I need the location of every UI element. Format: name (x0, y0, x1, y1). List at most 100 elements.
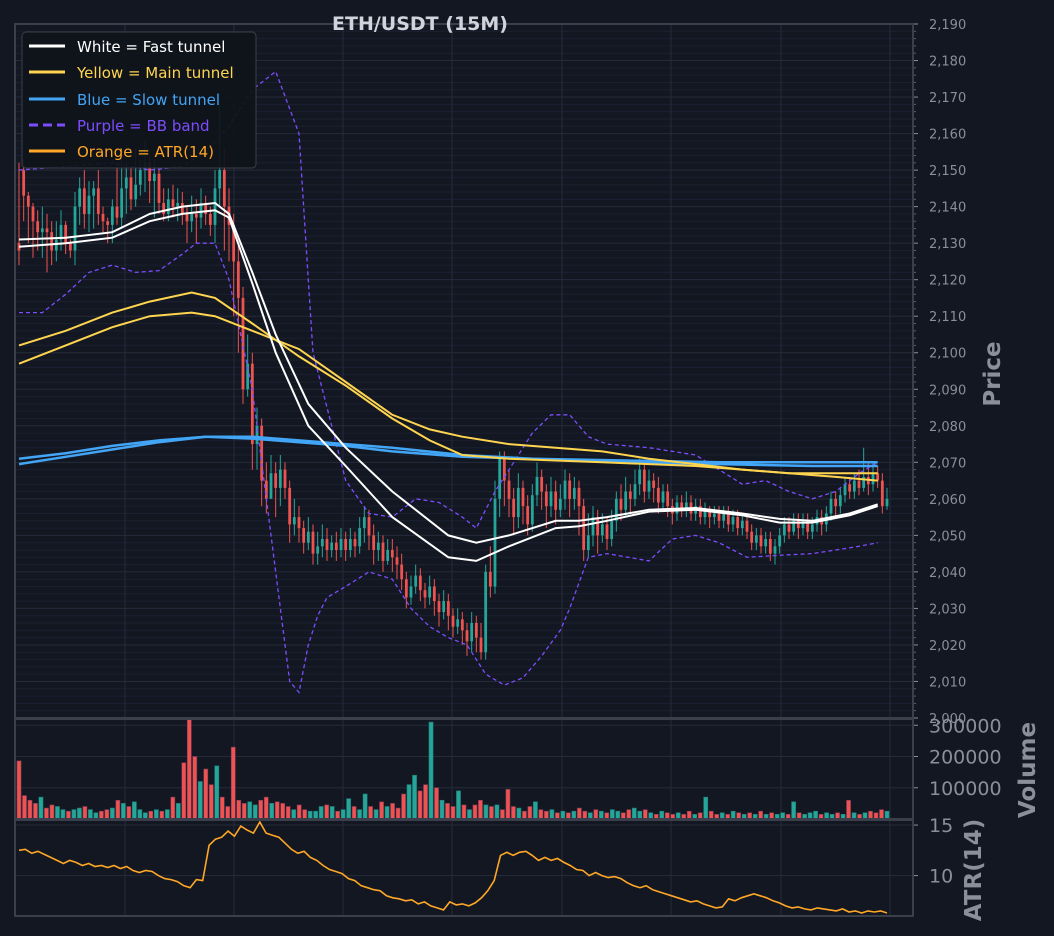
candle-body (857, 480, 861, 488)
candle-body (838, 495, 842, 507)
price-tick-label: 2,130 (929, 237, 966, 252)
candle-body (157, 173, 161, 203)
candle-body (302, 528, 306, 543)
volume-bar (159, 810, 165, 820)
candle-body (101, 213, 105, 222)
candle-body (684, 502, 688, 510)
price-tick-label: 2,090 (929, 383, 966, 398)
candle-body (582, 506, 586, 550)
candle-body (409, 586, 413, 598)
candle-body (250, 363, 254, 445)
volume-bar (346, 798, 351, 820)
price-tick-label: 2,110 (929, 310, 966, 325)
candle-body (432, 586, 436, 602)
volume-tick-label: 300000 (929, 715, 1002, 737)
candle-body (880, 480, 884, 507)
candle-body (488, 571, 492, 587)
candle-body (31, 206, 35, 222)
volume-bar (703, 796, 709, 820)
candle-body (255, 425, 259, 445)
volume-bar (758, 810, 763, 820)
price-tick-label: 2,100 (929, 347, 966, 362)
candle-body (362, 517, 366, 529)
candle-body (605, 524, 609, 540)
candle-body (395, 557, 399, 565)
candle-body (390, 549, 394, 558)
candle-body (36, 221, 40, 233)
legend-entry-bb: Purple = BB band (29, 117, 210, 135)
candle-body (703, 509, 707, 518)
candle-body (325, 539, 329, 550)
candle-body (50, 232, 54, 251)
candle-body (264, 480, 268, 499)
candle-body (614, 498, 618, 521)
volume-bar (434, 787, 439, 820)
candle-body (152, 173, 156, 182)
candle-body (418, 575, 422, 591)
candle-body (778, 535, 782, 547)
candle-body (502, 458, 506, 481)
candle-body (624, 491, 628, 510)
candle-body (162, 202, 166, 214)
volume-bar (192, 756, 198, 820)
candle-body (297, 517, 301, 529)
volume-bar (582, 810, 588, 820)
candle-body (87, 195, 91, 214)
axis-layer: 2,000 2,010 2,020 2,030 2,040 2,050 2,060 2,070… (913, 18, 1002, 888)
volume-bar (22, 795, 27, 820)
candle-body (787, 524, 791, 532)
volume-bar (401, 793, 406, 820)
candle-body (166, 199, 170, 214)
candle-body (17, 243, 21, 251)
candle-body (353, 539, 357, 547)
candle-body (843, 484, 847, 496)
candle-body (451, 615, 455, 627)
volume-bar (82, 806, 88, 820)
volume-bar (384, 806, 390, 820)
candle-body (73, 206, 77, 251)
volume-bar (269, 803, 275, 820)
candle-body (535, 476, 539, 496)
candle-body (577, 487, 581, 507)
candle-body (493, 498, 497, 587)
volume-bar (132, 801, 137, 820)
volume-bar (302, 809, 308, 820)
volume-bar (730, 810, 736, 820)
volume-bar (16, 760, 22, 820)
candle-body (330, 542, 334, 550)
candle-body (470, 623, 474, 642)
candle-body (213, 188, 217, 225)
price-tick-label: 2,030 (929, 602, 966, 617)
volume-bar (538, 809, 544, 820)
candle-body (92, 188, 96, 196)
volume-bar (461, 804, 467, 820)
price-axis-label: Price (980, 341, 1006, 406)
candle-body (124, 177, 128, 189)
candle-body (512, 498, 516, 518)
candle-body (138, 170, 142, 185)
volume-bar (247, 801, 253, 820)
price-tick-label: 2,120 (929, 274, 966, 289)
candle-body (610, 520, 614, 540)
price-tick-label: 2,010 (929, 675, 966, 690)
candle-body (260, 425, 264, 481)
legend-entry-fast: White = Fast tunnel (29, 38, 225, 56)
volume-bar (351, 806, 357, 820)
candle-body (600, 524, 604, 536)
volume-bar (478, 799, 483, 820)
price-tick-label: 2,080 (929, 420, 966, 435)
candle-body (54, 239, 58, 251)
volume-bar (577, 807, 582, 820)
atr-tick-label: 10 (929, 866, 953, 888)
candle-body (120, 188, 124, 218)
volume-bar (884, 810, 890, 820)
volume-bar (104, 809, 110, 820)
volume-bar (456, 790, 461, 820)
candle-body (554, 491, 558, 510)
candle-body (358, 528, 362, 547)
volume-bar (598, 810, 604, 820)
legend-label-fast: White = Fast tunnel (77, 38, 225, 56)
candle-body (456, 619, 460, 627)
candle-body (759, 535, 763, 547)
fast-tunnel-lower-line (18, 209, 879, 562)
